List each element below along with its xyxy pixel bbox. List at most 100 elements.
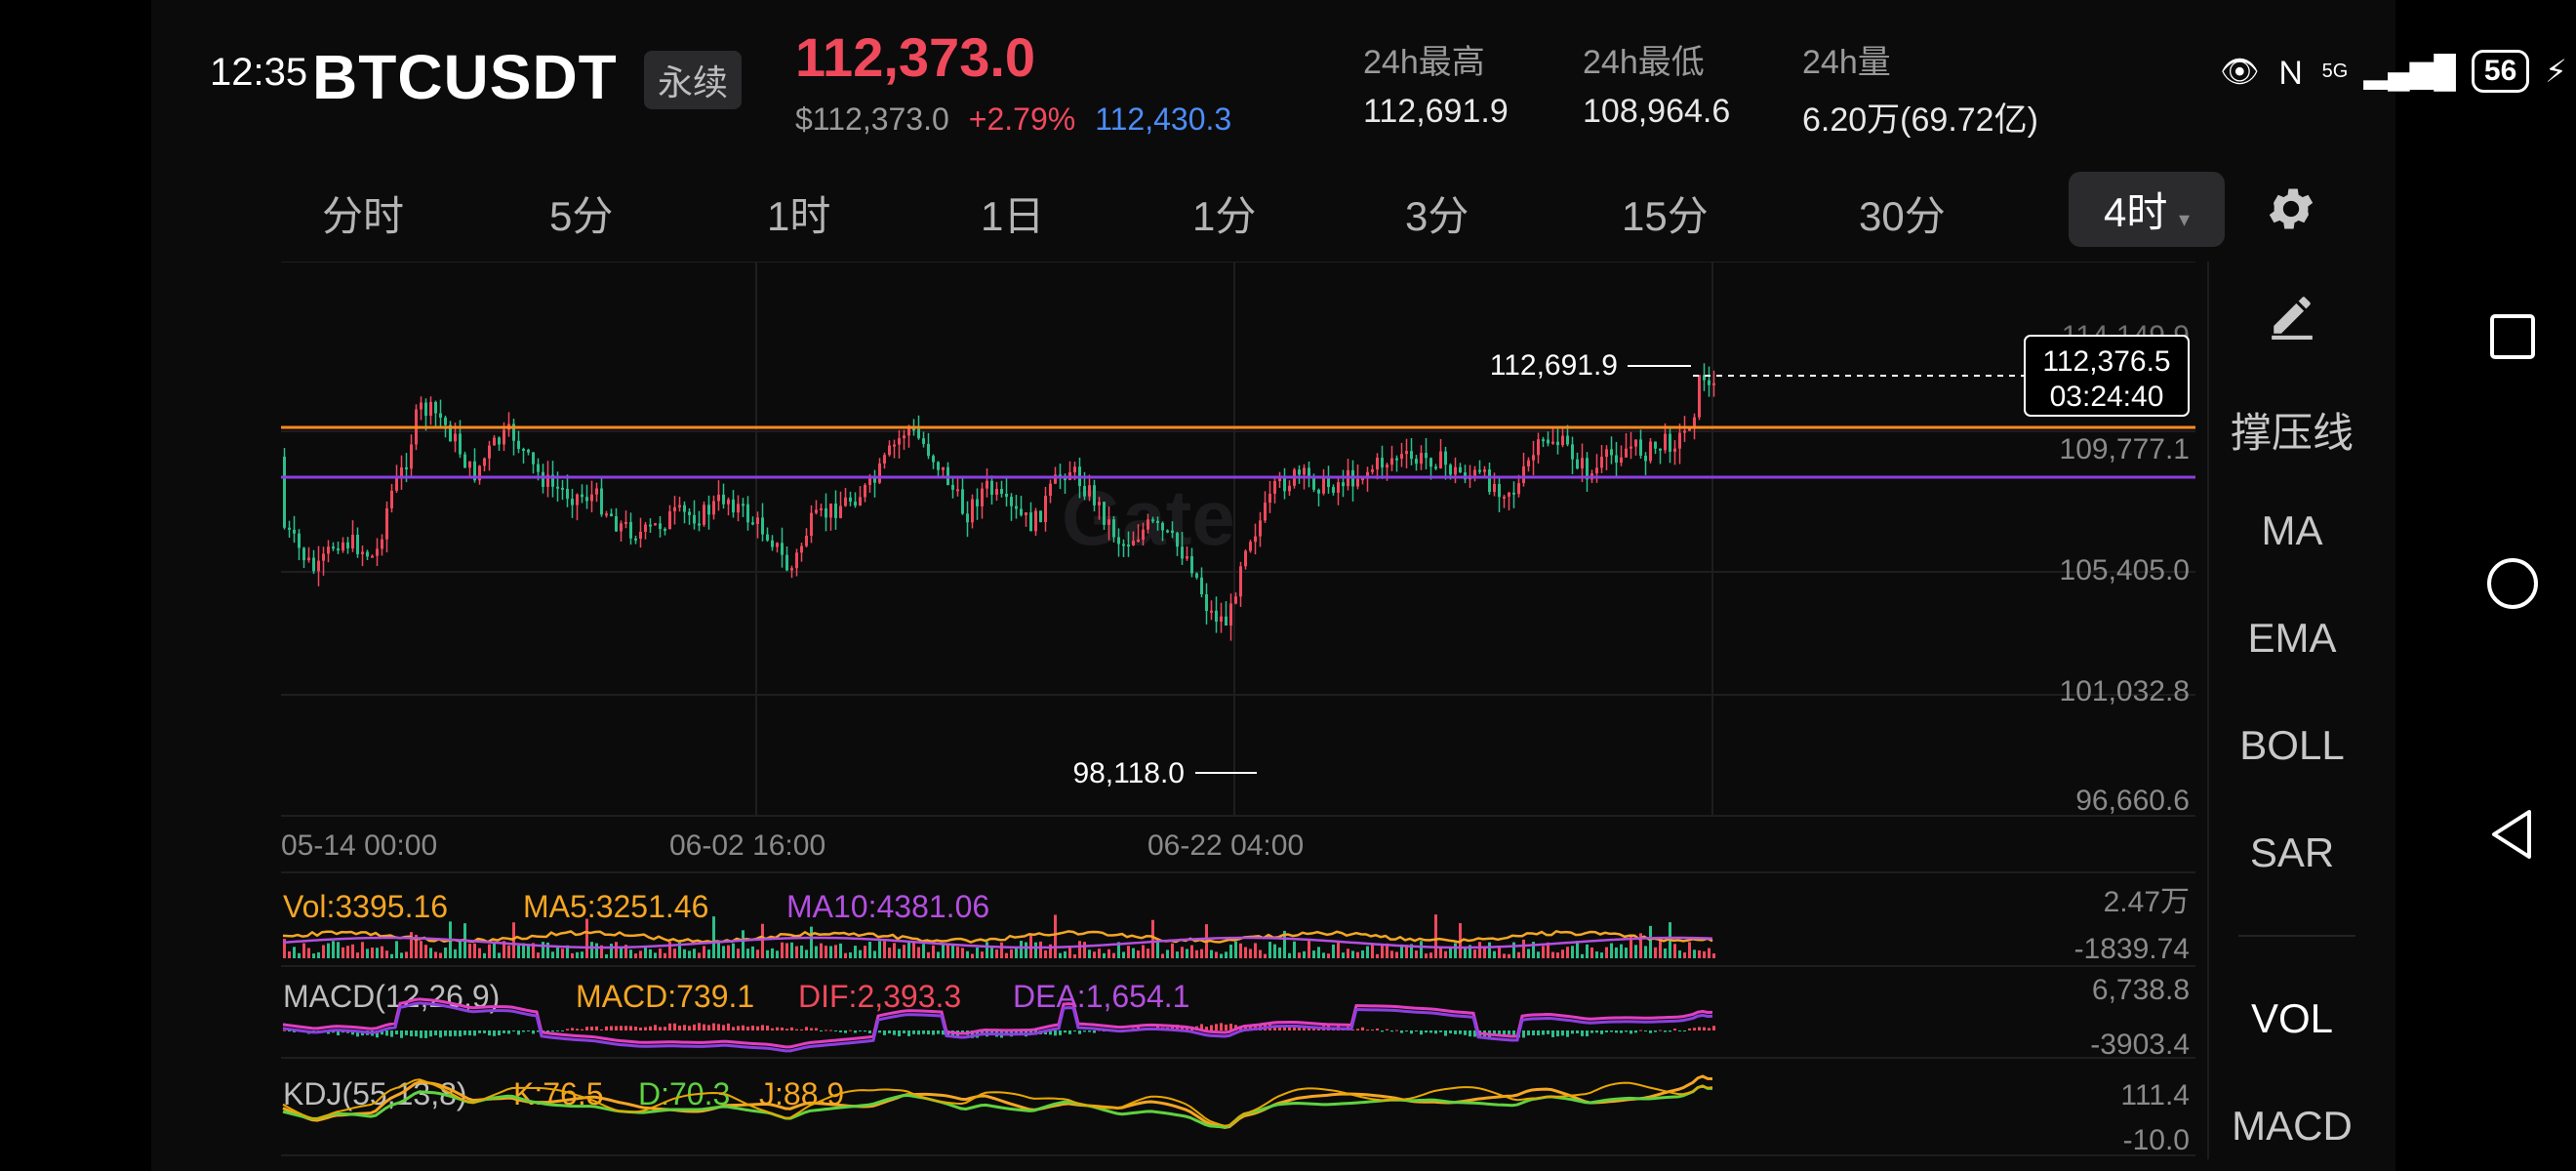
tool-macd[interactable]: MACD [2232, 1103, 2353, 1149]
macd-bar [878, 1030, 881, 1033]
candle-body [537, 464, 540, 472]
candle-body [1317, 489, 1320, 494]
volume-bar [1225, 951, 1228, 958]
candle-body [1132, 541, 1135, 545]
macd-bar [781, 1028, 784, 1030]
volume-bar [1044, 949, 1047, 958]
tab-interval[interactable]: 3分 [1405, 193, 1469, 239]
tab-interval[interactable]: 1日 [981, 193, 1045, 239]
settings-gear-icon[interactable] [2264, 182, 2318, 236]
macd-bar [722, 1025, 725, 1030]
candle-body [585, 497, 588, 502]
volume-bar [361, 942, 364, 958]
macd-bar [644, 1027, 647, 1030]
candle-body [927, 443, 930, 457]
tool-ema[interactable]: EMA [2247, 615, 2337, 661]
candle-body [883, 455, 886, 464]
home-icon[interactable] [2478, 549, 2547, 618]
tab-interval[interactable]: 30分 [1859, 193, 1946, 239]
macd-bar [917, 1030, 920, 1035]
volume-bar [1498, 947, 1501, 958]
candle-body [1151, 519, 1154, 522]
kline-chart[interactable]: Gate 112,691.9 98,118.0 114,149.9 109,77… [281, 262, 2233, 1159]
tool-support-resistance[interactable]: 撑压线 [2230, 410, 2354, 456]
volume-bar [1073, 953, 1076, 958]
tab-interval[interactable]: 分时 [322, 193, 405, 239]
volume-bar [1171, 943, 1174, 958]
volume-bar [1405, 945, 1408, 958]
volume-bar [522, 943, 525, 958]
volume-bar [1122, 951, 1125, 958]
tab-interval[interactable]: 1时 [767, 193, 831, 239]
volume-bar [703, 946, 705, 958]
macd-axis-min: -3903.4 [2090, 1029, 2190, 1061]
candle-body [1625, 448, 1628, 458]
candle-body [1249, 542, 1252, 551]
candle-body [966, 513, 969, 523]
tab-interval[interactable]: 5分 [549, 193, 614, 239]
candle-body [1449, 464, 1452, 475]
volume-bar [1244, 947, 1247, 958]
symbol-title[interactable]: BTCUSDT [312, 42, 618, 112]
volume-bar [771, 948, 774, 958]
macd-bar [1542, 1030, 1545, 1035]
recent-apps-icon[interactable] [2478, 303, 2547, 371]
macd-bar [771, 1028, 774, 1030]
tab-interval-active[interactable]: 4时 ▾ [2069, 172, 2226, 247]
stat-value: 112,691.9 [1363, 93, 1509, 130]
volume-bar [859, 949, 862, 958]
volume-bar [410, 932, 413, 958]
candle-body [1610, 449, 1613, 456]
volume-bar [1186, 949, 1188, 958]
stat-label: 24h最低 [1583, 44, 1705, 81]
candle-body [1288, 485, 1291, 492]
macd-bar [810, 1028, 813, 1030]
back-icon[interactable] [2478, 800, 2547, 868]
volume-bar [1064, 950, 1067, 958]
candle-body [1005, 493, 1008, 498]
candle-body [1029, 512, 1032, 532]
tool-sar[interactable]: SAR [2249, 829, 2335, 875]
volume-bar [990, 948, 993, 958]
macd-bar [1308, 1027, 1310, 1030]
draw-pencil-icon[interactable] [2266, 291, 2318, 340]
volume-bar [732, 943, 735, 958]
volume-bar [1410, 944, 1413, 958]
candle-body [517, 440, 520, 450]
volume-bar [312, 953, 315, 958]
macd-bar [468, 1030, 471, 1036]
volume-bar [1478, 942, 1481, 958]
candle-body [317, 560, 320, 572]
macd-bar [546, 1030, 549, 1032]
candle-body [1400, 454, 1403, 459]
macd-axis-max: 6,738.8 [2092, 974, 2190, 1006]
tool-vol[interactable]: VOL [2250, 995, 2334, 1041]
candle-body [581, 494, 584, 498]
candle-body [1527, 460, 1530, 466]
volume-bar [1639, 933, 1642, 958]
macd-bar [522, 1030, 525, 1032]
macd-bar [1644, 1030, 1647, 1031]
macd-bar [459, 1030, 462, 1037]
candle-body [1439, 451, 1442, 468]
candle-body [878, 463, 881, 483]
macd-bar [610, 1026, 613, 1030]
candle-body [1678, 432, 1681, 449]
tab-interval[interactable]: 15分 [1622, 193, 1709, 239]
macd-bar [390, 1030, 393, 1037]
candle-body [790, 568, 793, 571]
tab-interval[interactable]: 1分 [1192, 193, 1257, 239]
candle-body [844, 497, 847, 506]
volume-bar [1561, 949, 1564, 958]
candle-body [1444, 451, 1447, 465]
candle-body [644, 524, 647, 532]
macd-bar [1639, 1030, 1642, 1031]
tool-boll[interactable]: BOLL [2239, 722, 2345, 768]
usd-price: $112,373.0 [795, 101, 949, 137]
tool-ma[interactable]: MA [2261, 507, 2323, 553]
macd-bar [1688, 1028, 1691, 1030]
macd-bar [337, 1030, 340, 1036]
candle-body [1093, 485, 1096, 505]
volume-bar [1517, 951, 1520, 958]
volume-bar [1098, 949, 1101, 958]
